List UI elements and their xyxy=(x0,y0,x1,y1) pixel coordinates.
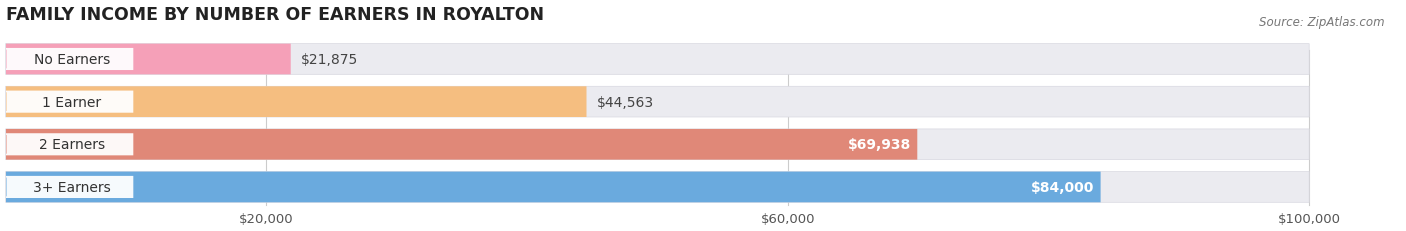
FancyBboxPatch shape xyxy=(6,129,917,160)
Text: $84,000: $84,000 xyxy=(1031,180,1094,194)
FancyBboxPatch shape xyxy=(6,91,134,113)
Text: 1 Earner: 1 Earner xyxy=(42,95,101,109)
FancyBboxPatch shape xyxy=(6,134,134,156)
FancyBboxPatch shape xyxy=(6,49,134,71)
Text: No Earners: No Earners xyxy=(34,53,110,67)
Text: FAMILY INCOME BY NUMBER OF EARNERS IN ROYALTON: FAMILY INCOME BY NUMBER OF EARNERS IN RO… xyxy=(6,6,544,24)
FancyBboxPatch shape xyxy=(6,172,1309,202)
FancyBboxPatch shape xyxy=(6,129,1309,160)
FancyBboxPatch shape xyxy=(6,44,291,75)
FancyBboxPatch shape xyxy=(6,172,1101,202)
Text: 3+ Earners: 3+ Earners xyxy=(34,180,111,194)
FancyBboxPatch shape xyxy=(6,87,586,118)
Text: $44,563: $44,563 xyxy=(598,95,654,109)
Text: 2 Earners: 2 Earners xyxy=(39,138,105,152)
Text: $69,938: $69,938 xyxy=(848,138,911,152)
Text: $21,875: $21,875 xyxy=(301,53,359,67)
FancyBboxPatch shape xyxy=(6,87,1309,118)
FancyBboxPatch shape xyxy=(6,44,1309,75)
FancyBboxPatch shape xyxy=(6,176,134,198)
Text: Source: ZipAtlas.com: Source: ZipAtlas.com xyxy=(1260,16,1385,29)
